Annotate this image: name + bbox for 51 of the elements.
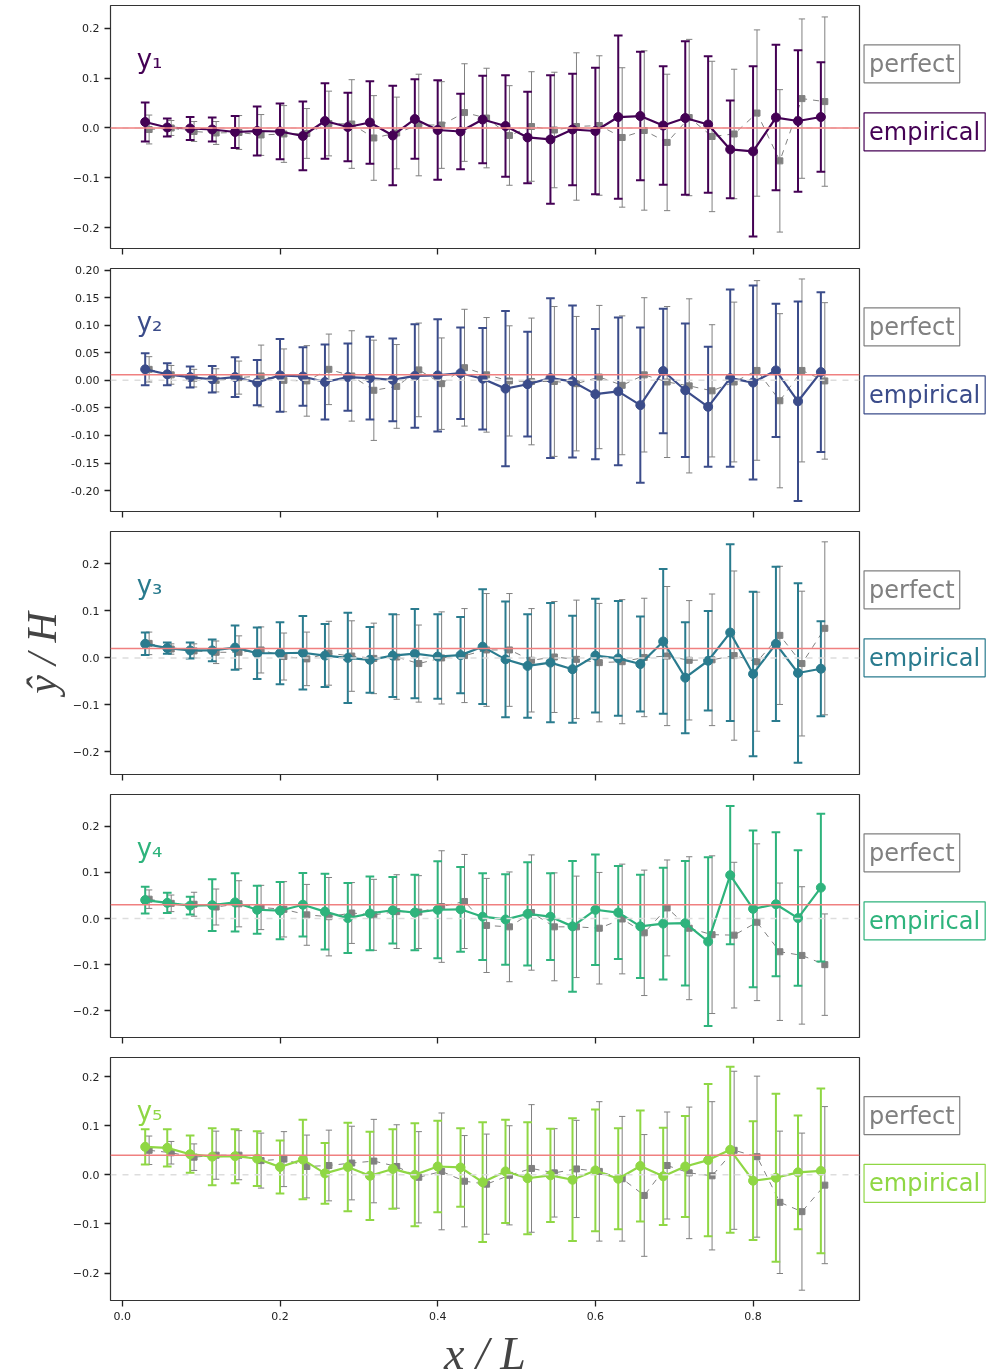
y-tick-label: -0.10 xyxy=(71,429,100,443)
series-label: empirical xyxy=(869,117,981,146)
y-tick-label: −0.1 xyxy=(72,1217,100,1231)
y-tick-label: 0.00 xyxy=(75,374,100,388)
y-tick-label: -0.20 xyxy=(71,484,100,498)
y-tick-label: 0.0 xyxy=(82,651,100,665)
y-tick-label: −0.1 xyxy=(72,171,100,185)
y-tick-label: 0.0 xyxy=(82,1168,100,1182)
series-label: perfect xyxy=(869,49,955,78)
text: perfect xyxy=(869,312,955,341)
y-tick-label: 0.1 xyxy=(82,1119,100,1133)
y-tick-label: -0.05 xyxy=(71,401,100,415)
y-tick-label: 0.1 xyxy=(82,72,100,86)
y-tick-label: 0.15 xyxy=(75,291,100,305)
y-tick-label: −0.2 xyxy=(72,1004,100,1018)
y-tick-label: 0.2 xyxy=(82,557,100,571)
x-tick-label: 0.4 xyxy=(428,1309,447,1323)
y-tick-label: 0.2 xyxy=(82,820,100,834)
y-tick-label: −0.1 xyxy=(72,698,100,712)
series-label: empirical xyxy=(869,906,981,935)
y-tick-label: 0.0 xyxy=(82,122,100,135)
series-label: empirical xyxy=(869,380,981,409)
y-tick-label: 0.20 xyxy=(75,264,100,278)
text: perfect xyxy=(869,1101,955,1130)
x-tick-label: 0.0 xyxy=(113,1309,132,1323)
text: y₅ xyxy=(136,1095,163,1126)
series-label: empirical xyxy=(869,1169,981,1198)
y-tick-label: 0.10 xyxy=(75,319,100,333)
text: y₁ xyxy=(136,43,163,74)
y-tick-label: −0.2 xyxy=(72,1267,100,1281)
y-tick-label: 0.2 xyxy=(82,22,100,36)
series-label: perfect xyxy=(869,575,955,604)
y-tick-label: −0.1 xyxy=(72,958,100,972)
x-axis-title: x / L xyxy=(443,1327,526,1372)
y-tick-label: 0.0 xyxy=(82,912,100,926)
series-label: empirical xyxy=(869,643,981,672)
x-tick-label: 0.6 xyxy=(586,1309,605,1323)
y-tick-label: −0.2 xyxy=(72,745,100,759)
y-axis-title: ŷ / H xyxy=(18,609,65,698)
x-tick-label: 0.2 xyxy=(271,1309,289,1323)
y-tick-label: −0.2 xyxy=(72,221,100,235)
text: y₄ xyxy=(136,832,163,863)
text: perfect xyxy=(869,838,955,867)
y-tick-label: 0.05 xyxy=(75,346,100,360)
y-tick-label: 0.2 xyxy=(82,1070,100,1084)
y-tick-label: -0.15 xyxy=(71,457,100,471)
y-tick-label: 0.1 xyxy=(82,866,100,880)
y-tick-label: 0.1 xyxy=(82,604,100,618)
x-tick-label: 0.8 xyxy=(744,1309,762,1323)
text: y₃ xyxy=(136,569,163,600)
text: y₂ xyxy=(136,306,163,337)
